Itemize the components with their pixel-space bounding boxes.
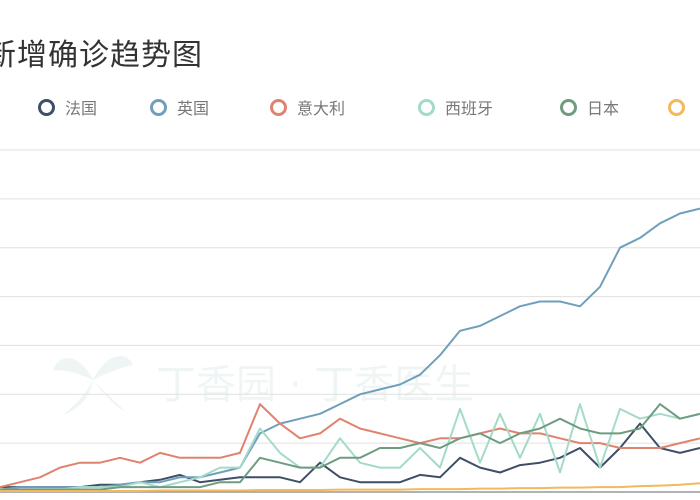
series-line-1[interactable] <box>0 209 700 490</box>
series-line-2[interactable] <box>0 404 700 487</box>
series-line-4[interactable] <box>0 404 700 490</box>
series-line-3[interactable] <box>0 404 700 490</box>
